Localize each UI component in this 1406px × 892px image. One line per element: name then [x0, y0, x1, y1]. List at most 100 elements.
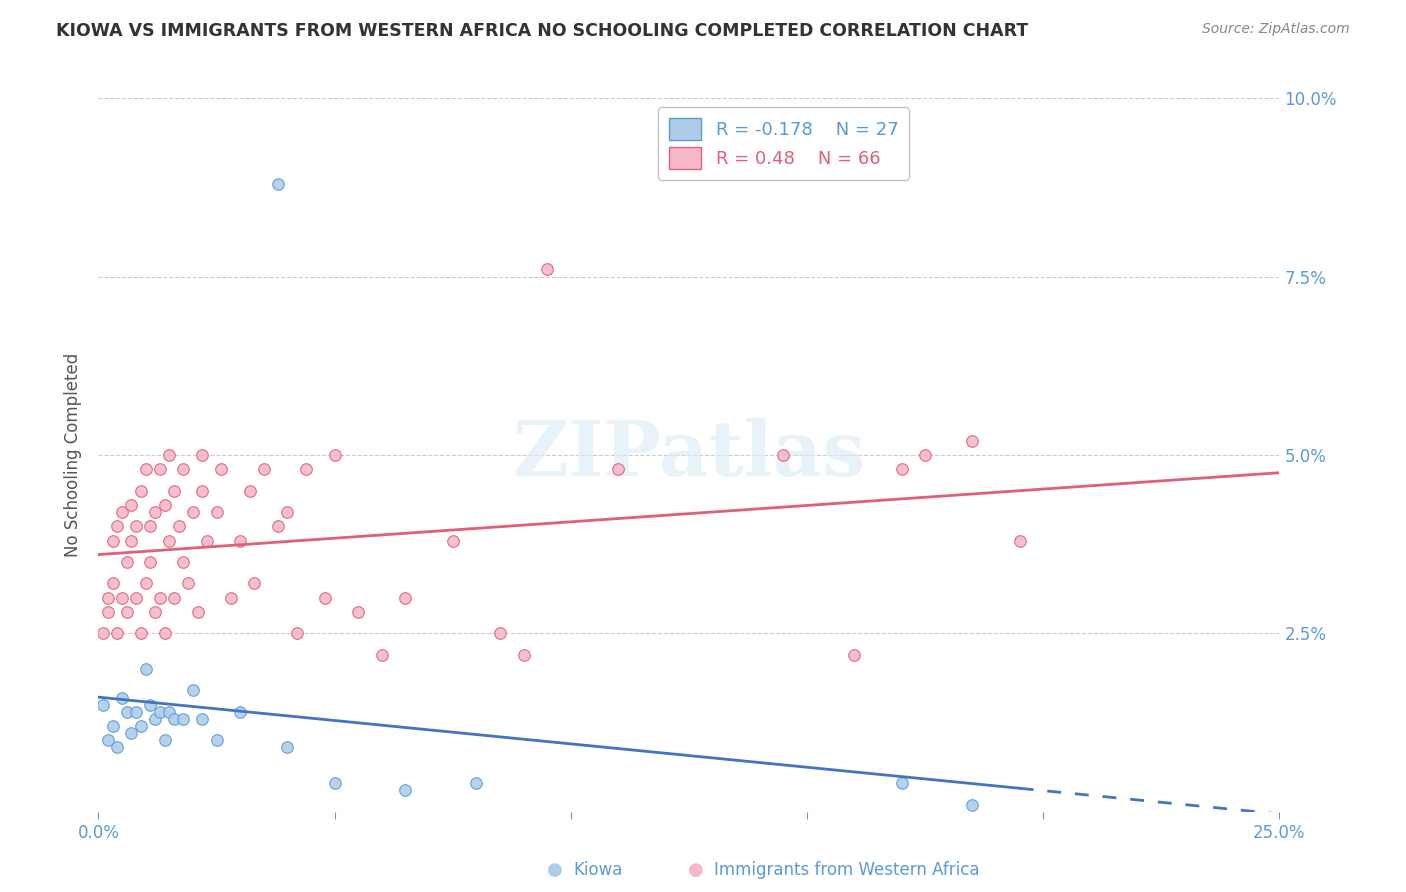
Point — [229, 705, 252, 719]
Point — [195, 533, 218, 548]
Text: ●: ● — [688, 861, 704, 879]
Point — [135, 662, 157, 676]
Point — [181, 683, 204, 698]
Point — [105, 740, 128, 755]
Point — [772, 448, 794, 462]
Point — [314, 591, 336, 605]
Point — [253, 462, 276, 476]
Text: Kiowa: Kiowa — [574, 861, 623, 879]
Point — [97, 733, 120, 747]
Point — [143, 505, 166, 519]
Point — [153, 733, 176, 747]
Point — [890, 776, 912, 790]
Point — [149, 591, 172, 605]
Point — [139, 555, 162, 569]
Legend: R = -0.178    N = 27, R = 0.48    N = 66: R = -0.178 N = 27, R = 0.48 N = 66 — [658, 107, 910, 180]
Point — [125, 591, 148, 605]
Point — [181, 505, 204, 519]
Point — [276, 740, 298, 755]
Point — [285, 626, 308, 640]
Point — [191, 448, 214, 462]
Point — [129, 483, 152, 498]
Point — [139, 519, 162, 533]
Point — [890, 462, 912, 476]
Point — [267, 177, 290, 191]
Point — [914, 448, 936, 462]
Point — [512, 648, 534, 662]
Text: Source: ZipAtlas.com: Source: ZipAtlas.com — [1202, 22, 1350, 37]
Point — [139, 698, 162, 712]
Point — [205, 505, 228, 519]
Text: ZIPatlas: ZIPatlas — [512, 418, 866, 491]
Point — [143, 712, 166, 726]
Point — [125, 519, 148, 533]
Point — [607, 462, 630, 476]
Point — [267, 519, 290, 533]
Point — [394, 783, 416, 797]
Point — [167, 519, 190, 533]
Point — [1008, 533, 1031, 548]
Point — [149, 705, 172, 719]
Point — [219, 591, 242, 605]
Point — [135, 462, 157, 476]
Point — [129, 719, 152, 733]
Point — [163, 483, 186, 498]
Point — [157, 448, 180, 462]
Point — [105, 519, 128, 533]
Point — [101, 533, 124, 548]
Point — [111, 690, 134, 705]
Point — [111, 505, 134, 519]
Point — [172, 555, 194, 569]
Point — [97, 591, 120, 605]
Point — [172, 712, 194, 726]
Text: KIOWA VS IMMIGRANTS FROM WESTERN AFRICA NO SCHOOLING COMPLETED CORRELATION CHART: KIOWA VS IMMIGRANTS FROM WESTERN AFRICA … — [56, 22, 1029, 40]
Point — [121, 498, 143, 512]
Point — [115, 705, 138, 719]
Point — [239, 483, 262, 498]
Point — [371, 648, 394, 662]
Point — [205, 733, 228, 747]
Point — [121, 726, 143, 740]
Point — [149, 462, 172, 476]
Point — [962, 797, 984, 812]
Point — [91, 626, 114, 640]
Point — [465, 776, 488, 790]
Point — [157, 533, 180, 548]
Y-axis label: No Schooling Completed: No Schooling Completed — [65, 353, 83, 557]
Point — [129, 626, 152, 640]
Point — [536, 262, 558, 277]
Point — [323, 776, 346, 790]
Point — [172, 462, 194, 476]
Text: Immigrants from Western Africa: Immigrants from Western Africa — [714, 861, 980, 879]
Point — [243, 576, 266, 591]
Point — [209, 462, 232, 476]
Point — [187, 605, 209, 619]
Point — [101, 576, 124, 591]
Point — [125, 705, 148, 719]
Point — [191, 483, 214, 498]
Point — [163, 712, 186, 726]
Point — [276, 505, 298, 519]
Point — [394, 591, 416, 605]
Point — [105, 626, 128, 640]
Text: ●: ● — [547, 861, 564, 879]
Point — [121, 533, 143, 548]
Point — [441, 533, 464, 548]
Point — [962, 434, 984, 448]
Point — [323, 448, 346, 462]
Point — [844, 648, 866, 662]
Point — [153, 626, 176, 640]
Point — [163, 591, 186, 605]
Point — [347, 605, 370, 619]
Point — [295, 462, 318, 476]
Point — [115, 605, 138, 619]
Point — [135, 576, 157, 591]
Point — [157, 705, 180, 719]
Point — [177, 576, 200, 591]
Point — [191, 712, 214, 726]
Point — [489, 626, 512, 640]
Point — [97, 605, 120, 619]
Point — [229, 533, 252, 548]
Point — [153, 498, 176, 512]
Point — [143, 605, 166, 619]
